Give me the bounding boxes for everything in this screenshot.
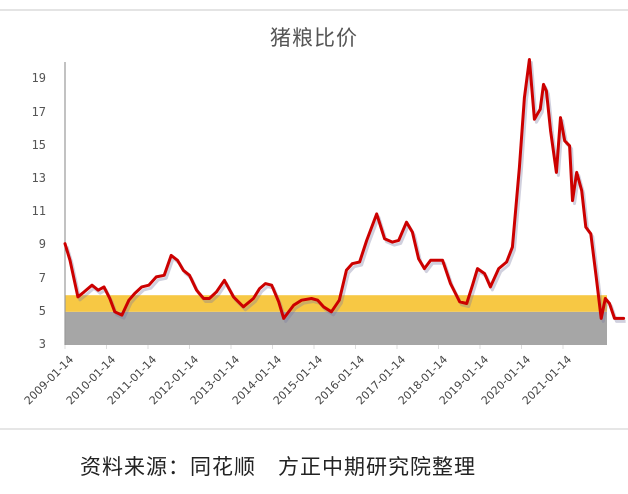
gray-band — [65, 311, 607, 345]
plot-area — [63, 58, 626, 349]
y-tick-label: 7 — [38, 270, 46, 285]
series-line — [63, 58, 626, 320]
y-tick-label: 9 — [38, 237, 46, 252]
y-tick-label: 13 — [31, 171, 46, 185]
y-tick-label: 17 — [31, 104, 46, 119]
chart-title: 猪粮比价 — [270, 26, 358, 50]
y-tick-label: 19 — [31, 71, 46, 86]
x-axis-ticks — [64, 345, 564, 349]
y-tick-label: 3 — [38, 337, 46, 351]
source-note: 资料来源：同花顺 方正中期研究院整理 — [80, 455, 476, 479]
y-tick-label: 11 — [31, 204, 46, 219]
top-divider — [0, 9, 628, 11]
y-tick-label: 5 — [38, 303, 46, 318]
y-tick-label: 15 — [31, 137, 46, 152]
footer-divider — [0, 428, 628, 430]
